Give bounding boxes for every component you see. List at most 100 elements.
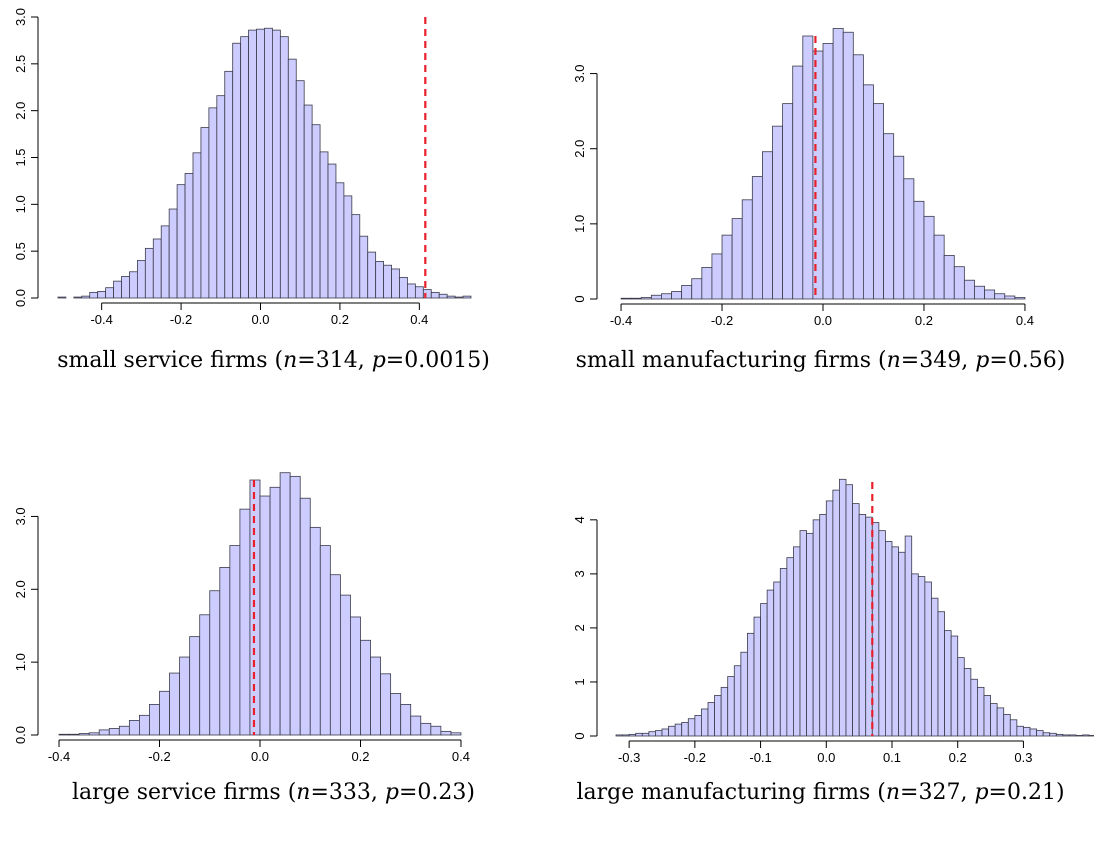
histogram-bar <box>779 568 788 737</box>
histogram-bar <box>289 475 301 736</box>
histogram-bar <box>615 734 623 737</box>
caption-n-value: =314, <box>297 348 372 373</box>
caption-p-variable: p <box>371 348 386 373</box>
histogram-bar <box>933 234 945 300</box>
y-tick-label: 2.0 <box>13 580 28 598</box>
histogram-bar <box>878 530 886 737</box>
histogram-bar <box>232 42 242 299</box>
y-tick-label: 0.0 <box>13 726 28 744</box>
y-tick-label: 2.0 <box>13 102 28 120</box>
histogram-bar <box>256 28 265 299</box>
histogram-bar <box>169 672 181 736</box>
histogram-bar <box>741 199 753 300</box>
caption-n-variable: n <box>283 348 298 373</box>
histogram-bar <box>454 296 464 299</box>
histogram-bar <box>802 35 814 300</box>
histogram-bar <box>128 720 140 736</box>
histogram-bar <box>192 152 202 299</box>
histogram-bar <box>885 541 893 737</box>
histogram-bar <box>1014 297 1026 300</box>
caption-prefix: large manufacturing firms ( <box>576 780 886 805</box>
histogram-large-service: -0.4 -0.2 0.0 0.2 0.4 0.0 1.0 2.0 3.0 <box>13 472 470 764</box>
histogram-bar <box>1049 732 1057 737</box>
histogram-bar <box>1009 719 1018 737</box>
histogram-bar <box>620 297 632 300</box>
histogram-bar <box>219 567 231 736</box>
histogram-bar <box>943 255 955 300</box>
histogram-panel-small-service: -0.4 -0.2 0.0 0.2 0.4 0.0 0.5 1.0 1.5 2.0 2.5 3.0 s… <box>0 0 547 422</box>
histogram-bar <box>414 286 424 299</box>
histogram-bar <box>655 730 663 737</box>
y-tick-label: 2.5 <box>13 55 28 73</box>
histogram-bar <box>118 725 130 736</box>
histogram-bar <box>380 673 392 736</box>
histogram-bar <box>269 486 281 736</box>
histogram-bar <box>799 530 807 737</box>
caption-prefix: small manufacturing firms ( <box>575 348 887 373</box>
histogram-bar <box>628 733 637 737</box>
histogram-bar <box>200 127 210 299</box>
x-tick-label: -0.4 <box>90 312 112 327</box>
histogram-bar <box>264 27 273 299</box>
histogram-bar <box>994 293 1006 300</box>
histogram-bar <box>953 266 965 300</box>
histogram-bar <box>303 104 313 299</box>
histogram-bar <box>917 576 926 737</box>
caption-n-variable: n <box>296 780 311 805</box>
histogram-bar <box>319 151 329 299</box>
histogram-bar <box>913 200 925 300</box>
histogram-bar <box>661 728 669 737</box>
histogram-bar <box>622 734 630 737</box>
histogram-bar <box>129 271 138 299</box>
histogram-bar <box>89 291 99 299</box>
x-tick-label: 0.4 <box>452 749 470 764</box>
histogram-bar <box>105 287 114 299</box>
histogram-bar <box>825 500 834 737</box>
histogram-bar <box>383 264 392 299</box>
x-tick-label: -0.2 <box>148 749 170 764</box>
histogram-bar <box>733 665 742 737</box>
histogram-bar <box>963 668 972 737</box>
histogram-bar <box>731 218 743 300</box>
histogram-bar <box>937 611 945 737</box>
histogram-bar <box>446 295 456 299</box>
caption-p-value: =0.0015) <box>385 348 490 373</box>
x-tick-label: -0.4 <box>48 749 70 764</box>
histogram-bar <box>911 573 919 737</box>
histogram-bar <box>773 581 781 737</box>
histogram-bar <box>786 557 794 737</box>
histogram-bar <box>216 95 226 299</box>
histogram-bar <box>782 103 794 300</box>
histogram-bar <box>399 276 408 299</box>
y-tick-label: 0 <box>572 295 587 302</box>
histogram-bar <box>108 728 120 736</box>
histogram-bar <box>240 36 249 299</box>
histogram-bar <box>650 294 662 300</box>
histogram-bar <box>687 718 696 737</box>
histogram-bar <box>311 124 321 299</box>
x-tick-label: 0.2 <box>331 312 349 327</box>
histogram-bar <box>139 714 150 736</box>
caption-n-variable: n <box>886 348 901 373</box>
histogram-bar <box>812 519 821 737</box>
histogram-bar <box>359 235 369 299</box>
caption-p-value: =0.56) <box>989 348 1066 373</box>
histogram-bar <box>113 280 122 299</box>
y-tick-label: 0.5 <box>13 242 28 260</box>
y-tick-label: 0 <box>572 732 587 739</box>
histogram-bar <box>944 630 952 737</box>
histogram-bar <box>58 733 70 736</box>
histogram-bar <box>883 133 895 300</box>
caption-small-manufacturing: small manufacturing firms (n=349, p=0.56… <box>547 348 1094 373</box>
y-tick-label: 3.0 <box>572 65 587 83</box>
histogram-bar <box>1088 735 1094 737</box>
histogram-bar <box>179 656 191 736</box>
histogram-bar <box>430 291 440 299</box>
histogram-bar <box>963 279 975 300</box>
histogram-bar <box>1069 734 1077 737</box>
histogram-bar <box>721 234 733 300</box>
histogram-bar <box>924 581 932 737</box>
x-tick-label: -0.1 <box>749 750 771 765</box>
histogram-bar <box>1003 713 1011 737</box>
histogram-bar <box>370 656 381 736</box>
